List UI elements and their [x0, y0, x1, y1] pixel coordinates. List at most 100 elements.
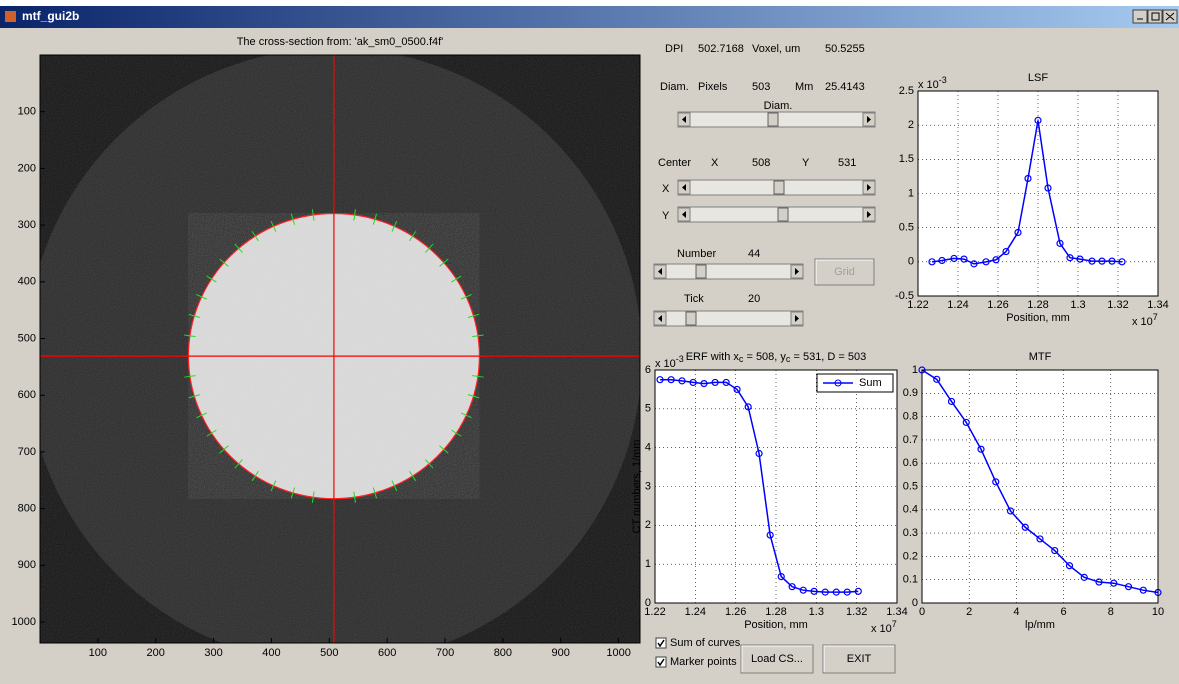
y-exponent-part: -3: [676, 354, 684, 364]
y-tick-label: 0.5: [899, 222, 914, 234]
legend-label: Sum: [859, 377, 882, 389]
x-tick-label: 1.24: [947, 299, 968, 311]
y-tick-label: 2: [645, 519, 651, 531]
slider-track: [654, 264, 803, 279]
image-y-tick-label: 800: [18, 503, 36, 515]
y-tick-label: 0.9: [903, 387, 918, 399]
tick-slider[interactable]: [654, 311, 803, 326]
y-slider-label: Y: [662, 210, 670, 222]
slider-thumb[interactable]: [778, 208, 788, 221]
x-tick-label: 1.28: [765, 606, 786, 618]
center-y-label: Y: [802, 157, 810, 169]
diam-slider[interactable]: [678, 112, 875, 127]
maximize-button[interactable]: [1148, 10, 1162, 23]
x-tick-label: 0: [919, 606, 925, 618]
y-tick-label: 0.3: [903, 527, 918, 539]
x-tick-label: 1.3: [1070, 299, 1085, 311]
slider-track: [678, 207, 875, 222]
y-tick-label: 1: [645, 558, 651, 570]
y-tick-label: 2.5: [899, 85, 914, 97]
window-buttons[interactable]: [1133, 10, 1177, 23]
y-tick-label: 0.2: [903, 550, 918, 562]
x-slider[interactable]: [678, 180, 875, 195]
image-x-tick-label: 800: [494, 647, 512, 659]
minimize-button[interactable]: [1133, 10, 1147, 23]
x-tick-label: 1.34: [886, 606, 907, 618]
y-tick-label: 0: [912, 597, 918, 609]
page: mtf_gui2b The cross-section from: 'ak_sm…: [0, 0, 1179, 684]
checkbox-box[interactable]: [656, 638, 666, 648]
y-slider[interactable]: [678, 207, 875, 222]
image-x-tick-label: 500: [320, 647, 338, 659]
grid-button[interactable]: Grid: [815, 259, 874, 285]
image-x-tick-label: 600: [378, 647, 396, 659]
number-value: 44: [748, 248, 760, 260]
slider-track: [654, 311, 803, 326]
plot-title-part: = 531, D = 503: [790, 351, 866, 363]
y-tick-label: 0.6: [903, 457, 918, 469]
y-tick-label: 1: [912, 364, 918, 376]
diam-slider-label: Diam.: [764, 100, 793, 112]
y-tick-label: 1: [908, 187, 914, 199]
y-tick-label: 0.8: [903, 411, 918, 423]
x-tick-label: 1.3: [809, 606, 824, 618]
voxel-label: Voxel, um: [752, 43, 800, 55]
number-slider[interactable]: [654, 264, 803, 279]
y-tick-label: 0: [645, 597, 651, 609]
y-tick-label: 0.7: [903, 434, 918, 446]
slider-thumb[interactable]: [768, 113, 778, 126]
y-tick-label: 0.5: [903, 480, 918, 492]
dpi-label: DPI: [665, 43, 683, 55]
center-label: Center: [658, 157, 691, 169]
plot-title-part: = 508, y: [743, 351, 786, 363]
image-y-tick-label: 600: [18, 389, 36, 401]
x-axis-label: Position, mm: [744, 619, 808, 631]
plot-title: MTF: [1029, 351, 1052, 363]
app-icon: [5, 11, 16, 22]
image-x-tick-label: 200: [147, 647, 165, 659]
image-y-tick-label: 200: [18, 162, 36, 174]
slider-thumb[interactable]: [774, 181, 784, 194]
x-tick-label: 4: [1013, 606, 1019, 618]
plot-title-part: LSF: [1028, 72, 1048, 84]
mm-value: 25.4143: [825, 81, 865, 93]
x-exponent-part: x 10: [1132, 316, 1153, 328]
plot-title-part: MTF: [1029, 351, 1052, 363]
button-label: EXIT: [847, 653, 872, 665]
x-tick-label: 6: [1061, 606, 1067, 618]
y-exponent-part: x 10: [655, 358, 676, 370]
x-exponent-part: 7: [1153, 312, 1158, 322]
checkbox-label: Marker points: [670, 656, 737, 668]
plot-title: LSF: [1028, 72, 1048, 84]
slider-thumb[interactable]: [696, 265, 706, 278]
x-tick-label: 8: [1108, 606, 1114, 618]
x-tick-label: 1.26: [987, 299, 1008, 311]
load-button[interactable]: Load CS...: [741, 645, 813, 673]
x-slider-label: X: [662, 183, 670, 195]
x-axis-label: lp/mm: [1025, 619, 1055, 631]
image-y-tick-label: 700: [18, 446, 36, 458]
checkbox-box[interactable]: [656, 657, 666, 667]
tick-value: 20: [748, 293, 760, 305]
image-x-tick-label: 700: [436, 647, 454, 659]
y-tick-label: 2: [908, 119, 914, 131]
image-y-tick-label: 100: [18, 106, 36, 118]
y-tick-label: 6: [645, 364, 651, 376]
image-y-tick-label: 500: [18, 332, 36, 344]
image-x-tick-label: 1000: [606, 647, 630, 659]
pixels-label: Pixels: [698, 81, 728, 93]
window-title: mtf_gui2b: [22, 9, 79, 23]
y-tick-label: 0.1: [903, 574, 918, 586]
exit-button[interactable]: EXIT: [823, 645, 895, 673]
slider-thumb[interactable]: [686, 312, 696, 325]
x-tick-label: 1.28: [1027, 299, 1048, 311]
x-exponent-part: x 10: [871, 623, 892, 635]
image-x-tick-label: 100: [89, 647, 107, 659]
button-label: Grid: [834, 266, 855, 278]
number-label: Number: [677, 248, 716, 260]
image-y-tick-label: 300: [18, 219, 36, 231]
image-y-tick-label: 900: [18, 559, 36, 571]
image-title: The cross-section from: 'ak_sm0_0500.f4f…: [237, 36, 444, 48]
x-tick-label: 1.34: [1147, 299, 1168, 311]
image-content: [26, 48, 642, 664]
